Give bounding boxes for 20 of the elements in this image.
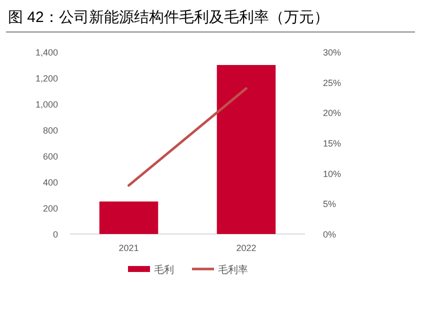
y-tick-label: 800 xyxy=(42,126,58,136)
y2-tick-label: 20% xyxy=(323,108,342,118)
y2-tick-label: 30% xyxy=(323,48,342,58)
y-tick-label: 1,000 xyxy=(35,100,58,110)
y-tick-label: 600 xyxy=(42,152,58,162)
y-tick-label: 1,400 xyxy=(35,48,58,58)
y-tick-label: 400 xyxy=(42,178,58,188)
x-tick-label: 2022 xyxy=(236,243,256,253)
chart-title: 图 42：公司新能源结构件毛利及毛利率（万元） xyxy=(8,9,329,26)
y2-tick-label: 10% xyxy=(323,168,342,179)
legend-label: 毛利 xyxy=(154,264,174,276)
legend-label: 毛利率 xyxy=(218,264,248,276)
y-tick-label: 0 xyxy=(52,230,58,240)
y-tick-label: 1,200 xyxy=(35,74,58,84)
y2-tick-label: 0% xyxy=(323,230,336,240)
y2-tick-label: 5% xyxy=(323,199,336,210)
y-tick-label: 200 xyxy=(42,204,58,214)
x-tick-label: 2021 xyxy=(118,243,139,253)
y2-tick-label: 25% xyxy=(323,78,342,88)
y2-tick-label: 15% xyxy=(323,138,342,148)
